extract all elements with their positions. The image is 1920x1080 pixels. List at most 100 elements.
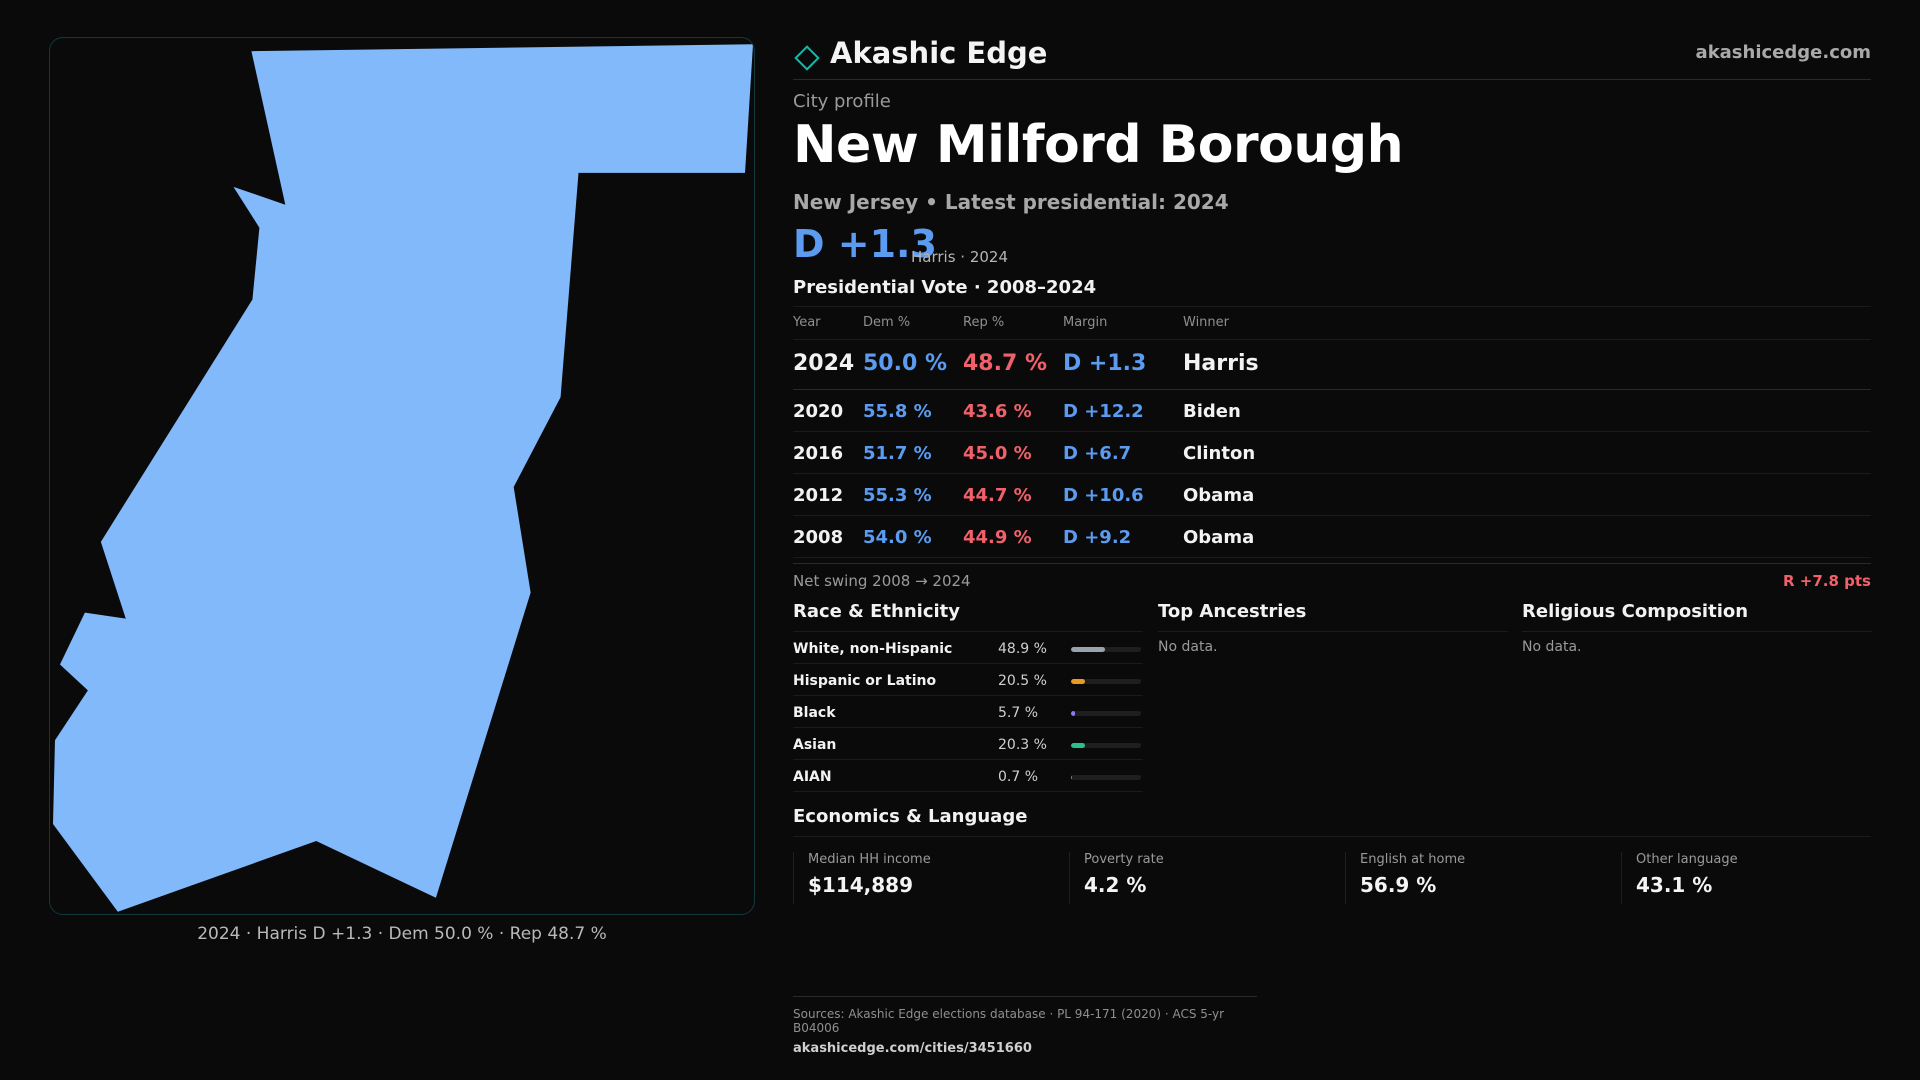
ancestries-empty: No data. (1158, 639, 1218, 655)
religion-section: Religious Composition No data. (1522, 601, 1872, 655)
table-row: 2020 55.8 % 43.6 % D +12.2 Biden (793, 390, 1871, 432)
econ-label: Other language (1636, 852, 1738, 867)
race-label: AIAN (793, 769, 832, 785)
brand-link[interactable]: akashicedge.com (1695, 42, 1871, 63)
swing-value: R +7.8 pts (1783, 572, 1871, 590)
row-margin: D +10.6 (1063, 485, 1144, 506)
header-divider (793, 79, 1871, 80)
row-margin: D +12.2 (1063, 401, 1144, 422)
econ-card-other-language: Other language 43.1 % (1621, 852, 1881, 904)
race-bar-fill (1071, 679, 1086, 684)
diamond-icon (794, 45, 820, 71)
race-pct: 48.9 % (998, 641, 1047, 657)
brand-header: Akashic Edge akashicedge.com (793, 36, 1871, 80)
race-pct: 20.3 % (998, 737, 1047, 753)
table-row: 2008 54.0 % 44.9 % D +9.2 Obama (793, 516, 1871, 558)
ancestries-section-title: Top Ancestries (1158, 601, 1508, 632)
footer-sources: Sources: Akashic Edge elections database… (793, 1007, 1225, 1035)
race-label: Hispanic or Latino (793, 673, 937, 689)
latest-margin: D +1.3 (793, 222, 937, 266)
row-dem: 55.8 % (863, 401, 932, 422)
page-kicker: City profile (793, 91, 891, 112)
row-year: 2016 (793, 443, 844, 464)
presidential-table: Year Dem % Rep % Margin Winner 2024 50.0… (793, 306, 1871, 558)
footer: Sources: Akashic Edge elections database… (793, 996, 1257, 1056)
race-bar (1071, 679, 1141, 684)
row-year: 2024 (793, 351, 855, 376)
economics-section-title: Economics & Language (793, 806, 1028, 827)
race-row: AIAN 0.7 % (793, 760, 1143, 792)
race-pct: 0.7 % (998, 769, 1039, 785)
race-pct: 20.5 % (998, 673, 1047, 689)
table-row: 2024 50.0 % 48.7 % D +1.3 Harris (793, 340, 1871, 390)
row-dem: 55.3 % (863, 485, 932, 506)
map-panel (49, 37, 755, 915)
row-margin: D +9.2 (1063, 527, 1132, 548)
table-header: Year Dem % Rep % Margin Winner (793, 306, 1871, 340)
row-rep: 44.7 % (963, 485, 1032, 506)
row-dem: 50.0 % (863, 351, 947, 376)
row-margin: D +6.7 (1063, 443, 1132, 464)
race-label: Black (793, 705, 836, 721)
econ-label: Median HH income (808, 852, 931, 867)
row-winner: Obama (1183, 527, 1255, 548)
econ-value: $114,889 (808, 873, 914, 897)
presidential-section-title: Presidential Vote · 2008–2024 (793, 277, 1097, 298)
row-winner: Clinton (1183, 443, 1256, 464)
ancestries-section: Top Ancestries No data. (1158, 601, 1508, 655)
race-section: Race & Ethnicity White, non-Hispanic 48.… (793, 601, 1143, 792)
row-winner: Harris (1183, 351, 1259, 376)
race-row: White, non-Hispanic 48.9 % (793, 632, 1143, 664)
row-rep: 43.6 % (963, 401, 1032, 422)
latest-margin-note: Harris · 2024 (911, 248, 1009, 266)
col-winner: Winner (1183, 315, 1230, 330)
race-bar (1071, 711, 1141, 716)
economics-divider (793, 836, 1871, 837)
footer-link[interactable]: akashicedge.com/cities/3451660 (793, 1041, 1032, 1056)
race-bar-fill (1071, 647, 1106, 652)
econ-value: 43.1 % (1636, 873, 1713, 897)
race-bar-fill (1071, 711, 1075, 716)
swing-label: Net swing 2008 → 2024 (793, 572, 971, 590)
row-dem: 54.0 % (863, 527, 932, 548)
row-rep: 44.9 % (963, 527, 1032, 548)
page-title: New Milford Borough (793, 115, 1404, 175)
table-row: 2016 51.7 % 45.0 % D +6.7 Clinton (793, 432, 1871, 474)
econ-value: 56.9 % (1360, 873, 1437, 897)
row-winner: Biden (1183, 401, 1241, 422)
row-year: 2020 (793, 401, 844, 422)
col-rep: Rep % (963, 315, 1005, 330)
map-caption: 2024 · Harris D +1.3 · Dem 50.0 % · Rep … (197, 924, 607, 944)
col-year: Year (793, 315, 821, 330)
table-divider (793, 563, 1871, 564)
econ-value: 4.2 % (1084, 873, 1147, 897)
row-rep: 48.7 % (963, 351, 1047, 376)
race-bar (1071, 743, 1141, 748)
race-section-title: Race & Ethnicity (793, 601, 1143, 632)
race-pct: 5.7 % (998, 705, 1039, 721)
race-label: White, non-Hispanic (793, 641, 953, 657)
col-dem: Dem % (863, 315, 911, 330)
row-rep: 45.0 % (963, 443, 1032, 464)
municipality-map (52, 44, 754, 912)
race-bar-fill (1071, 743, 1086, 748)
econ-label: English at home (1360, 852, 1466, 867)
econ-card-english: English at home 56.9 % (1345, 852, 1605, 904)
race-row: Black 5.7 % (793, 696, 1143, 728)
econ-card-poverty: Poverty rate 4.2 % (1069, 852, 1329, 904)
religion-section-title: Religious Composition (1522, 601, 1872, 632)
race-bar (1071, 775, 1141, 780)
table-row: 2012 55.3 % 44.7 % D +10.6 Obama (793, 474, 1871, 516)
religion-empty: No data. (1522, 639, 1582, 655)
race-row: Hispanic or Latino 20.5 % (793, 664, 1143, 696)
brand-name: Akashic Edge (830, 36, 1048, 70)
municipality-shape[interactable] (52, 44, 754, 912)
econ-card-income: Median HH income $114,889 (793, 852, 1053, 904)
race-list: White, non-Hispanic 48.9 % Hispanic or L… (793, 632, 1143, 792)
race-bar (1071, 647, 1141, 652)
row-winner: Obama (1183, 485, 1255, 506)
col-margin: Margin (1063, 315, 1108, 330)
row-margin: D +1.3 (1063, 351, 1147, 376)
row-year: 2008 (793, 527, 844, 548)
race-row: Asian 20.3 % (793, 728, 1143, 760)
